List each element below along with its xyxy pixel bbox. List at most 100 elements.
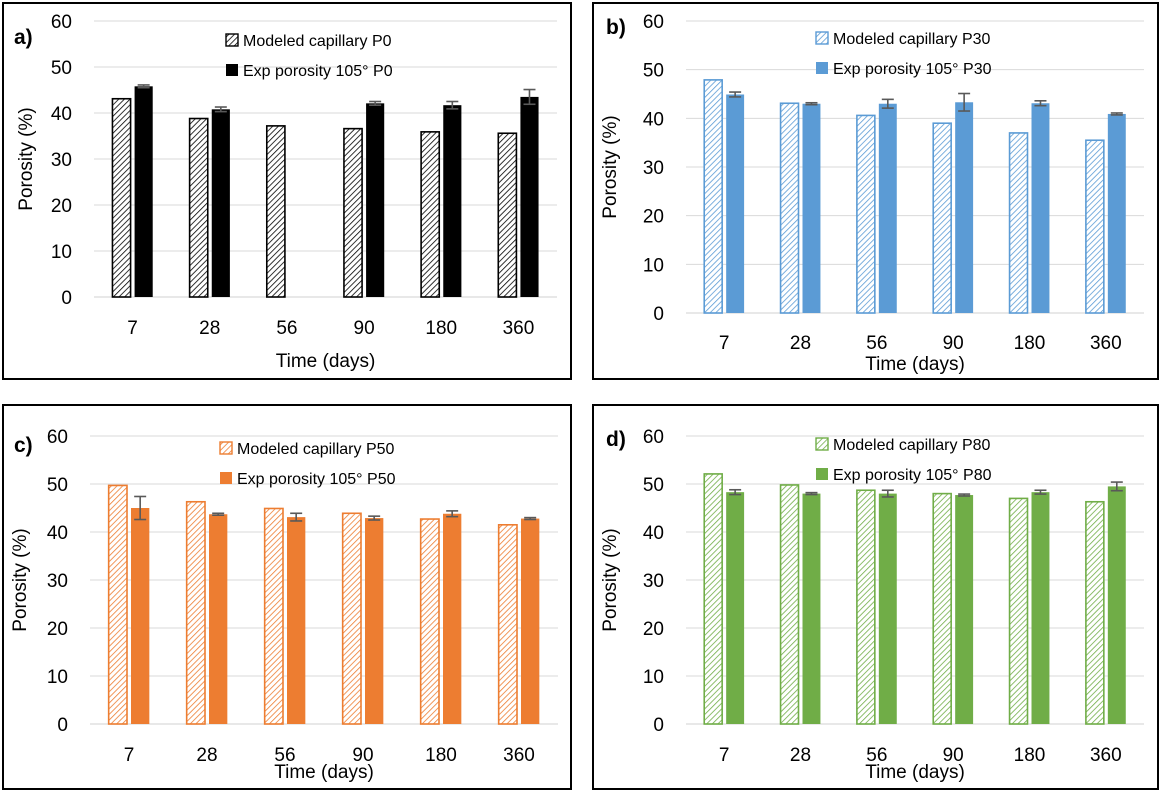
x-tick-label: 28 [790,745,811,766]
bar-experimental [955,495,974,724]
bar-experimental [878,103,897,313]
bar-experimental [802,103,821,313]
bar-experimental [955,102,974,313]
legend-label: Modeled capillary P80 [833,437,991,454]
y-tick-label: 30 [51,150,72,171]
bar-modeled [779,484,800,725]
panel-label: c) [14,434,33,457]
x-tick-label: 90 [354,318,375,339]
y-tick-label: 40 [643,109,664,130]
x-tick-label: 56 [276,318,297,339]
y-tick-label: 20 [643,619,664,640]
legend-swatch [816,62,828,74]
y-axis-label: Porosity (%) [16,107,37,210]
bar-modeled [1008,497,1029,725]
bar-modeled [1008,132,1029,314]
x-tick-label: 7 [127,318,138,339]
bar-experimental [443,105,462,298]
legend-label: Exp porosity 105° P80 [833,467,992,484]
x-tick-label: 7 [719,745,730,766]
y-tick-label: 60 [643,12,664,33]
bar-modeled [419,518,440,725]
legend-label: Modeled capillary P50 [237,441,395,458]
chart-c-svg: 0 10 20 30 40 50 60 7 28 56 90 180 360 Time (days) Por… [10,427,558,783]
y-tick-label: 40 [643,523,664,544]
chart-d-svg: 0 10 20 30 40 50 60 7 28 56 90 180 360 Time (days) Por… [600,427,1144,783]
x-tick-label: 90 [943,745,964,766]
bar-experimental [366,103,385,297]
bar-experimental [443,513,462,724]
x-tick-label: 180 [1014,745,1046,766]
bar-experimental [209,514,228,724]
bar-modeled [703,473,723,725]
x-tick-label: 28 [790,333,811,354]
x-axis-label: Time (days) [865,762,965,783]
x-tick-label: 180 [1014,333,1046,354]
y-tick-label: 40 [51,104,72,125]
bar-modeled [341,512,362,725]
y-tick-label: 30 [643,571,664,592]
legend-swatch [816,468,828,480]
y-axis-label: Porosity (%) [600,115,621,218]
x-tick-label: 28 [199,318,220,339]
y-tick-label: 50 [643,475,664,496]
panel-label: b) [606,16,626,39]
y-tick-label: 30 [643,158,664,179]
y-tick-label: 10 [47,667,68,688]
chart-panel-b: 0 10 20 30 40 50 60 7 28 56 90 180 360 Time (days) Por… [592,2,1159,380]
bar-modeled [188,117,209,298]
bar-modeled [1085,139,1105,314]
chart-a-svg: 0 10 20 30 40 50 60 7 28 56 90 180 360 Time (days) Por… [14,12,557,372]
y-axis-label: Porosity (%) [10,528,31,631]
bar-modeled [856,114,876,314]
panel-label: a) [14,26,33,49]
x-axis-label: Time (days) [274,762,374,783]
bar-modeled [856,489,876,725]
chart-panel-a: 0 10 20 30 40 50 60 7 28 56 90 180 360 Time (days) Por… [2,2,572,380]
y-tick-label: 10 [51,242,72,263]
bar-experimental [211,109,230,297]
legend-label: Exp porosity 105° P30 [833,61,992,78]
x-tick-label: 180 [425,318,457,339]
bar-modeled [497,524,518,725]
bar-modeled [420,131,441,298]
bar-experimental [1107,486,1126,724]
bar-experimental [365,518,384,724]
y-tick-label: 0 [61,288,72,309]
bar-modeled [932,492,952,725]
chart-b-svg: 0 10 20 30 40 50 60 7 28 56 90 180 360 Time (days) Por… [600,12,1144,375]
bar-experimental [131,508,150,724]
bar-experimental [134,86,153,297]
bar-experimental [726,94,745,313]
y-tick-label: 30 [47,571,68,592]
x-tick-label: 28 [196,745,217,766]
bar-modeled [185,500,206,725]
bar-modeled [263,507,284,725]
legend-label: Exp porosity 105° P0 [243,63,393,80]
chart-panel-c: 0 10 20 30 40 50 60 7 28 56 90 180 360 Time (days) Por… [2,404,572,790]
panel-label: d) [606,428,626,451]
y-tick-label: 10 [643,667,664,688]
y-tick-label: 0 [57,715,68,736]
y-tick-label: 20 [643,207,664,228]
x-tick-label: 56 [274,745,295,766]
bar-experimental [520,96,539,298]
x-tick-label: 360 [1090,333,1122,354]
bar-experimental [878,493,897,724]
y-tick-label: 50 [51,58,72,79]
bar-modeled [497,132,518,298]
bar-modeled [107,484,128,725]
y-tick-label: 10 [643,255,664,276]
bar-experimental [1031,492,1050,724]
y-tick-label: 20 [47,619,68,640]
bar-modeled [111,97,132,298]
legend-label: Modeled capillary P0 [243,33,392,50]
bar-experimental [1107,113,1126,313]
legend-swatch [219,441,233,455]
y-tick-label: 60 [643,427,664,448]
legend-swatch [226,64,238,76]
chart-panel-d: 0 10 20 30 40 50 60 7 28 56 90 180 360 Time (days) Por… [592,404,1159,790]
bar-experimental [287,517,306,724]
legend-label: Exp porosity 105° P50 [237,471,396,488]
x-axis-label: Time (days) [865,354,965,375]
